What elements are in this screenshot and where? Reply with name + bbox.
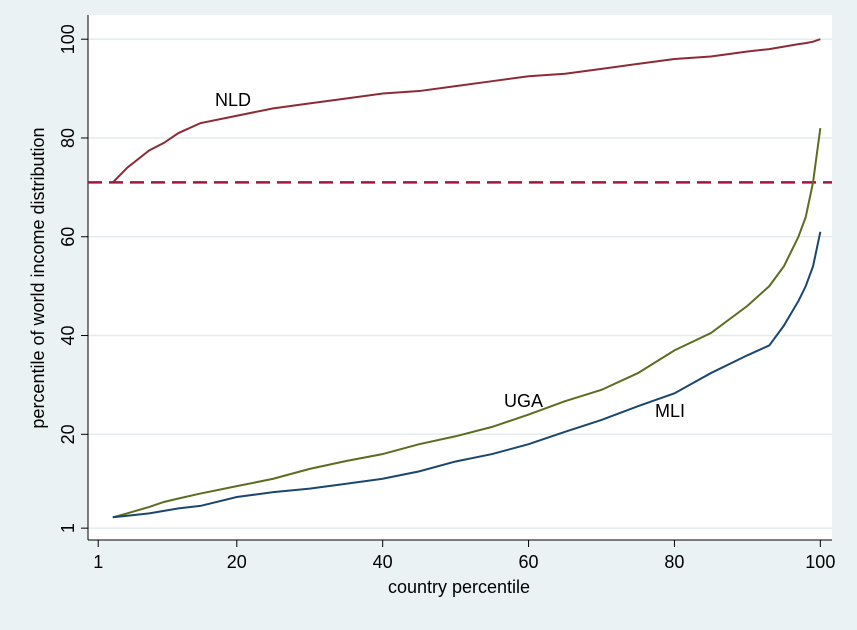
x-tick-label: 60 bbox=[519, 552, 539, 572]
y-tick-label: 80 bbox=[58, 128, 78, 148]
x-tick-label: 100 bbox=[805, 552, 835, 572]
x-axis-label: country percentile bbox=[388, 577, 530, 597]
y-tick-label: 40 bbox=[58, 326, 78, 346]
series-label: UGA bbox=[504, 391, 543, 411]
x-tick-label: 40 bbox=[373, 552, 393, 572]
x-tick-label: 80 bbox=[664, 552, 684, 572]
series-line bbox=[112, 38, 821, 184]
y-tick-label: 60 bbox=[58, 227, 78, 247]
x-tick-label: 1 bbox=[93, 552, 103, 572]
series-label: MLI bbox=[655, 401, 685, 421]
series-label: NLD bbox=[215, 90, 251, 110]
x-tick-label: 20 bbox=[227, 552, 247, 572]
series-line bbox=[112, 127, 822, 519]
plot-area bbox=[88, 15, 832, 540]
y-tick-label: 1 bbox=[58, 523, 78, 533]
series-line bbox=[112, 231, 822, 519]
y-axis-label: percentile of world income distribution bbox=[28, 127, 48, 428]
y-tick-label: 20 bbox=[58, 424, 78, 444]
y-tick-label: 100 bbox=[58, 24, 78, 54]
